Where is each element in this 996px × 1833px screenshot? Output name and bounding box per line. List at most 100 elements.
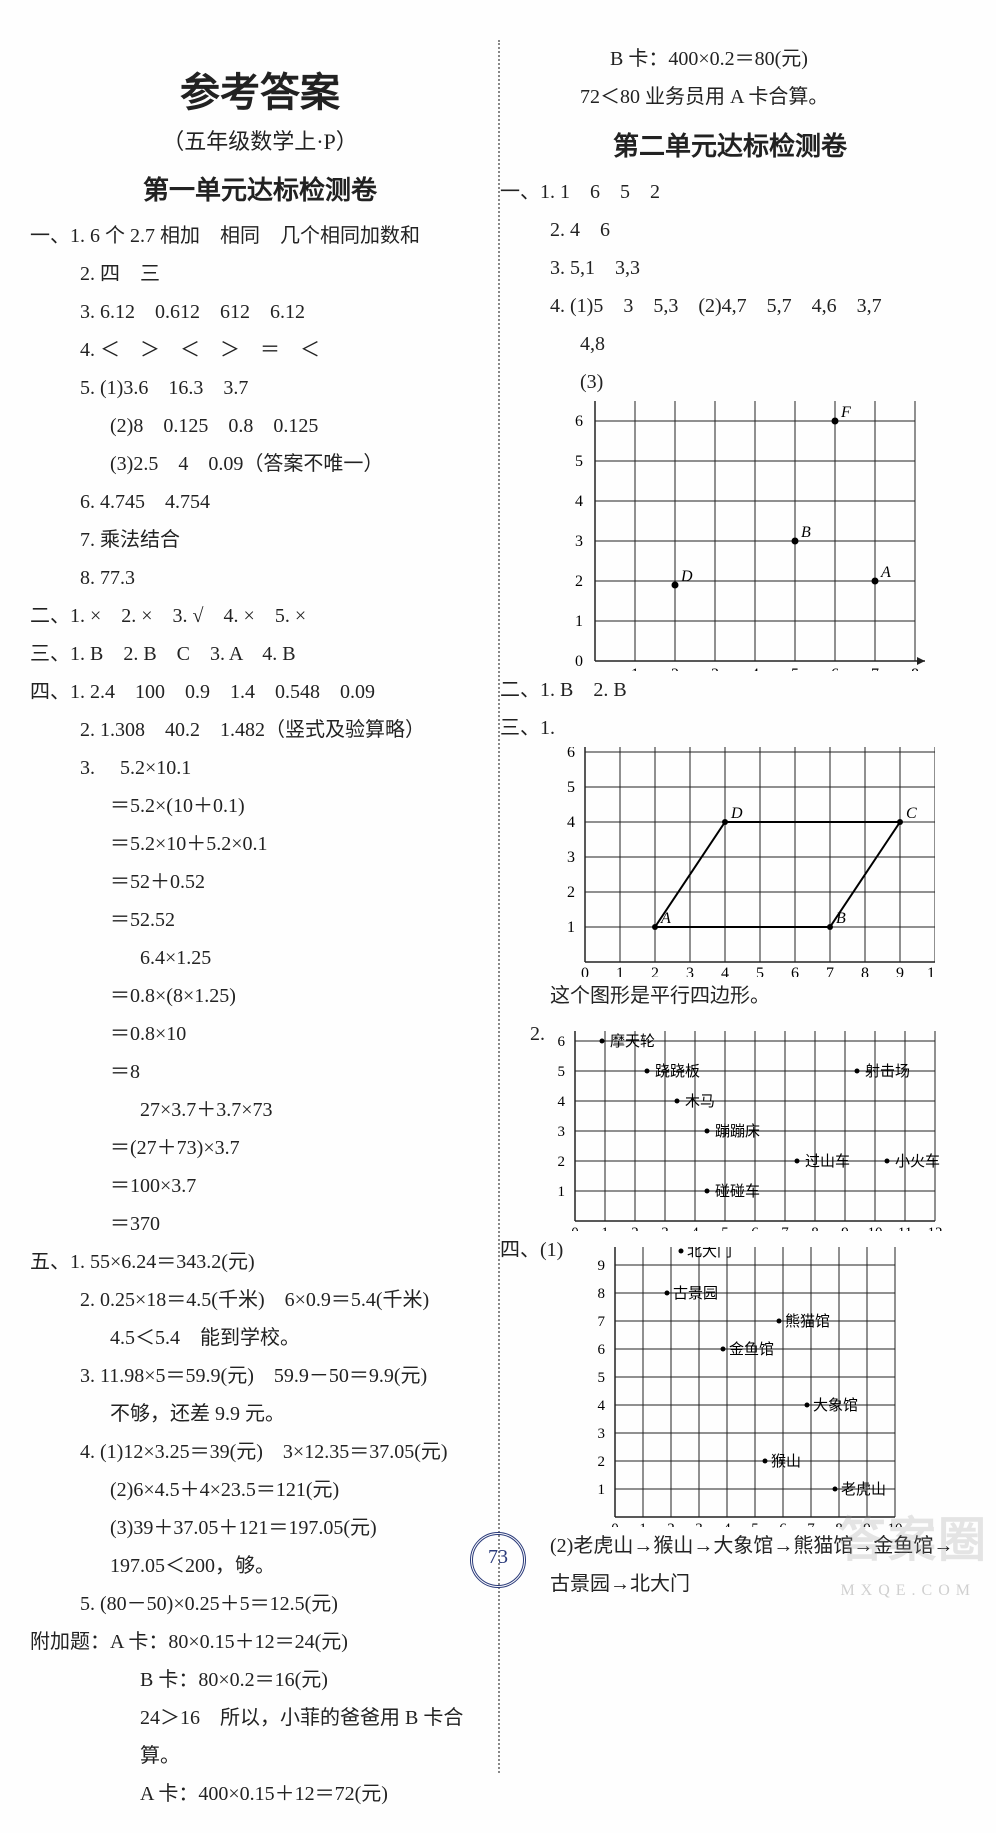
- svg-text:1: 1: [558, 1184, 566, 1200]
- svg-text:0: 0: [581, 965, 589, 977]
- svg-text:0: 0: [575, 653, 583, 670]
- svg-text:4: 4: [691, 1225, 699, 1231]
- page-number: 73: [470, 1532, 526, 1588]
- l-31: 不够，还差 9.9 元。: [30, 1395, 490, 1433]
- svg-text:过山车: 过山车: [805, 1153, 850, 1170]
- l-16: ＝5.2×10＋5.2×0.1: [30, 825, 490, 863]
- svg-text:6: 6: [575, 413, 583, 430]
- svg-text:10: 10: [868, 1225, 883, 1231]
- svg-text:1: 1: [575, 613, 583, 630]
- svg-text:4: 4: [558, 1094, 566, 1110]
- svg-text:2: 2: [598, 1454, 606, 1470]
- watermark-sub: MXQE.COM: [840, 1582, 976, 1600]
- r-top-1: 72＜80 业务员用 A 卡合算。: [500, 78, 960, 116]
- l-5: (2)8 0.125 0.8 0.125: [30, 407, 490, 445]
- watermark-main: 答案圈: [838, 1500, 988, 1570]
- l-1: 2. 四 三: [30, 255, 490, 293]
- svg-text:3: 3: [575, 533, 583, 550]
- l-32: 4. (1)12×3.25＝39(元) 3×12.35＝37.05(元): [30, 1433, 490, 1471]
- l-27: 五、1. 55×6.24＝343.2(元): [30, 1243, 490, 1281]
- svg-text:C: C: [906, 805, 917, 822]
- svg-text:B: B: [801, 524, 811, 541]
- svg-text:4: 4: [721, 965, 729, 977]
- l-26: ＝370: [30, 1205, 490, 1243]
- svg-text:1: 1: [616, 965, 624, 977]
- svg-text:3: 3: [686, 965, 694, 977]
- l-23: 27×3.7＋3.7×73: [30, 1091, 490, 1129]
- svg-text:5: 5: [558, 1064, 566, 1080]
- svg-text:大象馆: 大象馆: [813, 1397, 858, 1414]
- l-13: 2. 1.308 40.2 1.482（竖式及验算略）: [30, 711, 490, 749]
- l-39: 24＞16 所以，小菲的爸爸用 B 卡合算。: [30, 1699, 490, 1775]
- svg-text:8: 8: [811, 1225, 819, 1231]
- l-18: ＝52.52: [30, 901, 490, 939]
- svg-text:5: 5: [756, 965, 764, 977]
- svg-text:3: 3: [711, 666, 719, 671]
- svg-text:7: 7: [871, 666, 879, 671]
- r-a-2: 3. 5,1 3,3: [500, 249, 960, 287]
- l-22: ＝8: [30, 1053, 490, 1091]
- svg-text:4: 4: [751, 666, 759, 671]
- svg-text:6: 6: [751, 1225, 759, 1231]
- svg-text:11: 11: [898, 1225, 912, 1231]
- svg-text:F: F: [840, 404, 851, 421]
- svg-text:2: 2: [651, 965, 659, 977]
- l-25: ＝100×3.7: [30, 1167, 490, 1205]
- subtitle: （五年级数学上·P）: [30, 124, 490, 156]
- svg-text:6: 6: [598, 1342, 606, 1358]
- r-a-0: 一、1. 1 6 5 2: [500, 173, 960, 211]
- l-3: 4. ＜ ＞ ＜ ＞ ＝ ＜: [30, 331, 490, 369]
- l-15: ＝5.2×(10＋0.1): [30, 787, 490, 825]
- svg-text:9: 9: [896, 965, 904, 977]
- l-20: ＝0.8×(8×1.25): [30, 977, 490, 1015]
- svg-text:5: 5: [575, 453, 583, 470]
- svg-text:6: 6: [831, 666, 839, 671]
- svg-text:3: 3: [558, 1124, 566, 1140]
- svg-text:12: 12: [928, 1225, 943, 1231]
- svg-text:5: 5: [598, 1370, 606, 1386]
- svg-text:熊猫馆: 熊猫馆: [785, 1313, 830, 1330]
- section1-title: 第一单元达标检测卷: [30, 170, 490, 207]
- r-b-0: 二、1. B 2. B: [500, 671, 960, 709]
- chart2-parallelogram: 0123456789101234567ADBC: [555, 747, 935, 977]
- l-21: ＝0.8×10: [30, 1015, 490, 1053]
- chart4-zoo-map: 01234567891012345678910北大门古景园熊猫馆金鱼馆大象馆猴山…: [575, 1247, 945, 1527]
- svg-text:9: 9: [598, 1258, 606, 1274]
- l-4: 5. (1)3.6 16.3 3.7: [30, 369, 490, 407]
- r-a-5: (3): [500, 363, 960, 401]
- svg-text:9: 9: [841, 1225, 849, 1231]
- svg-text:2: 2: [558, 1154, 566, 1170]
- svg-text:A: A: [880, 564, 891, 581]
- svg-text:7: 7: [826, 965, 834, 977]
- main-title: 参考答案: [30, 60, 490, 118]
- l-14: 3. 5.2×10.1: [30, 749, 490, 787]
- l-30: 3. 11.98×5＝59.9(元) 59.9－50＝9.9(元): [30, 1357, 490, 1395]
- svg-text:北大门: 北大门: [687, 1247, 732, 1260]
- svg-text:8: 8: [861, 965, 869, 977]
- svg-text:碰碰车: 碰碰车: [715, 1183, 760, 1200]
- l-10: 二、1. × 2. × 3. √ 4. × 5. ×: [30, 597, 490, 635]
- r-a-1: 2. 4 6: [500, 211, 960, 249]
- l-6: (3)2.5 4 0.09（答案不唯一）: [30, 445, 490, 483]
- svg-text:7: 7: [781, 1225, 789, 1231]
- l-36: 5. (80－50)×0.25＋5＝12.5(元): [30, 1585, 490, 1623]
- svg-text:10: 10: [927, 965, 935, 977]
- l-17: ＝52＋0.52: [30, 863, 490, 901]
- l-40: A 卡：400×0.15＋12＝72(元): [30, 1775, 490, 1813]
- l-12: 四、1. 2.4 100 0.9 1.4 0.548 0.09: [30, 673, 490, 711]
- svg-text:猴山: 猴山: [771, 1453, 801, 1470]
- svg-text:0: 0: [571, 1225, 579, 1231]
- l-24: ＝(27＋73)×3.7: [30, 1129, 490, 1167]
- l-38: B 卡：80×0.2＝16(元): [30, 1661, 490, 1699]
- svg-text:4: 4: [598, 1398, 606, 1414]
- svg-text:A: A: [660, 910, 671, 927]
- l-29: 4.5＜5.4 能到学校。: [30, 1319, 490, 1357]
- l-2: 3. 6.12 0.612 612 6.12: [30, 293, 490, 331]
- svg-text:1: 1: [601, 1225, 609, 1231]
- svg-text:2: 2: [671, 666, 679, 671]
- svg-text:3: 3: [598, 1426, 606, 1442]
- parallelogram-caption: 这个图形是平行四边形。: [500, 977, 960, 1015]
- l-7: 6. 4.745 4.754: [30, 483, 490, 521]
- svg-text:4: 4: [567, 814, 575, 831]
- r-a-4: 4,8: [500, 325, 960, 363]
